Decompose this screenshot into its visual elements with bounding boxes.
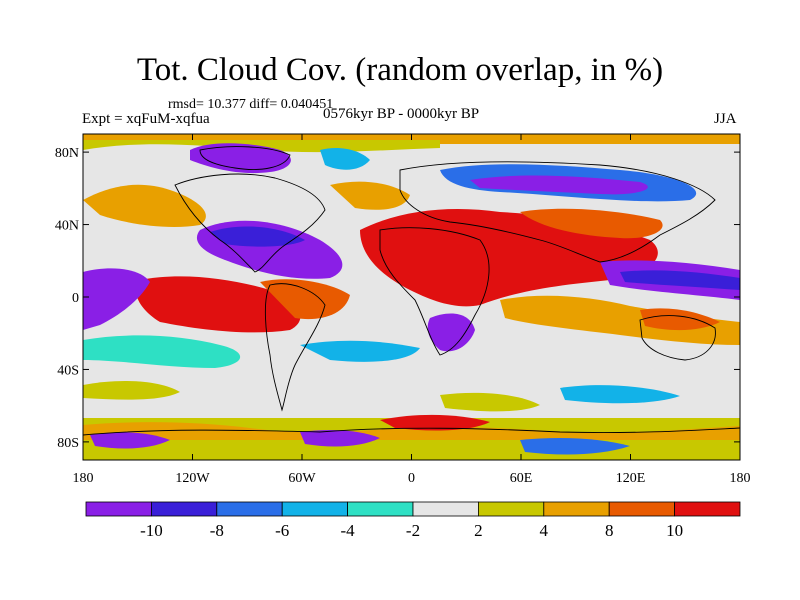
lat-tick-label: 80S: [57, 436, 79, 451]
lon-tick-label: 120E: [616, 471, 646, 486]
coastlines: [83, 146, 740, 436]
lon-tick-label: 180: [730, 471, 751, 486]
greenland-outline: [199, 146, 291, 170]
period-label: 0576kyr BP - 0000kyr BP: [323, 106, 480, 122]
lon-tick-label: 0: [408, 471, 415, 486]
south-atlantic-blue: [300, 340, 420, 362]
lat-tick-label: 40S: [57, 363, 79, 378]
indian-ocean-orange: [500, 295, 740, 345]
longitude-axis: 180 120W 60W 0 60E 120E 180: [73, 134, 751, 486]
lon-tick-label: 120W: [175, 471, 210, 486]
colorbar-segment: [477, 501, 545, 517]
southern-yellow-2: [440, 392, 540, 412]
north-america-outline: [174, 173, 326, 273]
colorbar-label: -2: [406, 521, 420, 540]
lat-tick-label: 80N: [55, 146, 79, 161]
antarctic-orange: [83, 422, 740, 440]
colorbar-label: -8: [210, 521, 224, 540]
south-america-outline: [264, 283, 326, 412]
colorbar-segment: [150, 501, 218, 517]
colorbar-label: -4: [341, 521, 356, 540]
southern-yellow-1: [83, 380, 180, 400]
stats-label: rmsd= 10.377 diff= 0.040451: [168, 97, 334, 112]
subtropical-pacific-core: [210, 226, 305, 247]
north-pacific-orange: [83, 184, 206, 227]
south-america-orange: [260, 279, 350, 320]
antarctic-blue-patch: [520, 438, 630, 455]
lon-tick-label: 180: [73, 471, 94, 486]
lon-tick-label: 60W: [288, 471, 316, 486]
arctic-purple-region: [190, 143, 291, 174]
colorbar-labels: -10 -8 -6 -4 -2 2 4 8 10: [140, 521, 683, 540]
colorbar-segment: [216, 501, 283, 517]
east-pacific-purple: [83, 268, 150, 330]
latitude-axis: 80N 40N 0 40S 80S: [55, 146, 740, 451]
colorbar-label: 2: [474, 521, 483, 540]
arctic-blue-region: [320, 148, 370, 170]
colorbar-segment: [608, 501, 676, 517]
eurasia-purple-core: [470, 175, 648, 195]
colorbar-segment: [85, 501, 152, 517]
colorbar-label: 8: [605, 521, 614, 540]
colorbar-label: -10: [140, 521, 163, 540]
southern-blue-patch: [560, 385, 680, 404]
colorbar-segment: [543, 501, 610, 517]
antarctic-purple-1: [90, 432, 170, 449]
lat-tick-label: 40N: [55, 219, 79, 234]
south-pacific-teal: [83, 335, 241, 368]
colorbar-label: 10: [666, 521, 683, 540]
anomaly-field: [83, 134, 740, 460]
antarctica-outline: [83, 427, 740, 436]
antarctic-purple-2: [300, 430, 380, 447]
australia-dark-orange: [640, 308, 720, 331]
australia-outline: [639, 315, 716, 361]
colorbar-segment: [412, 501, 479, 517]
antarctic-red-patch: [380, 414, 490, 431]
asia-orange-rim: [520, 208, 663, 239]
colorbar-label: -6: [275, 521, 289, 540]
lat-tick-label: 0: [72, 291, 79, 306]
colorbar-label: 4: [540, 521, 549, 540]
colorbar-segment: [281, 501, 349, 517]
colorbar-segment: [674, 501, 741, 517]
season-label: JJA: [714, 111, 737, 127]
southern-africa-purple: [427, 313, 475, 352]
experiment-label: Expt = xqFuM-xqfua: [82, 111, 210, 127]
west-pacific-core: [620, 270, 740, 290]
colorbar-segment: [347, 501, 414, 517]
africa-outline: [379, 227, 490, 356]
north-atlantic-orange: [330, 181, 410, 210]
plot-title: Tot. Cloud Cov. (random overlap, in %): [136, 52, 664, 88]
colorbar: [85, 501, 741, 517]
lon-tick-label: 60E: [510, 471, 533, 486]
tropical-pacific-red-region: [136, 276, 301, 333]
eurasia-outline: [399, 161, 716, 263]
